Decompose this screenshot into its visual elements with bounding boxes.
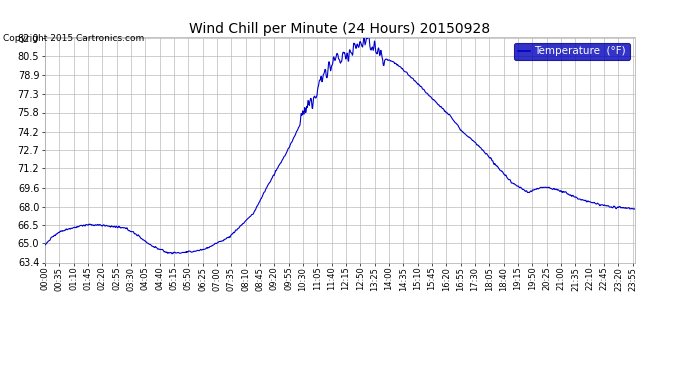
Legend: Temperature  (°F): Temperature (°F) [514,43,629,60]
Title: Wind Chill per Minute (24 Hours) 20150928: Wind Chill per Minute (24 Hours) 2015092… [189,22,491,36]
Text: Copyright 2015 Cartronics.com: Copyright 2015 Cartronics.com [3,34,145,43]
